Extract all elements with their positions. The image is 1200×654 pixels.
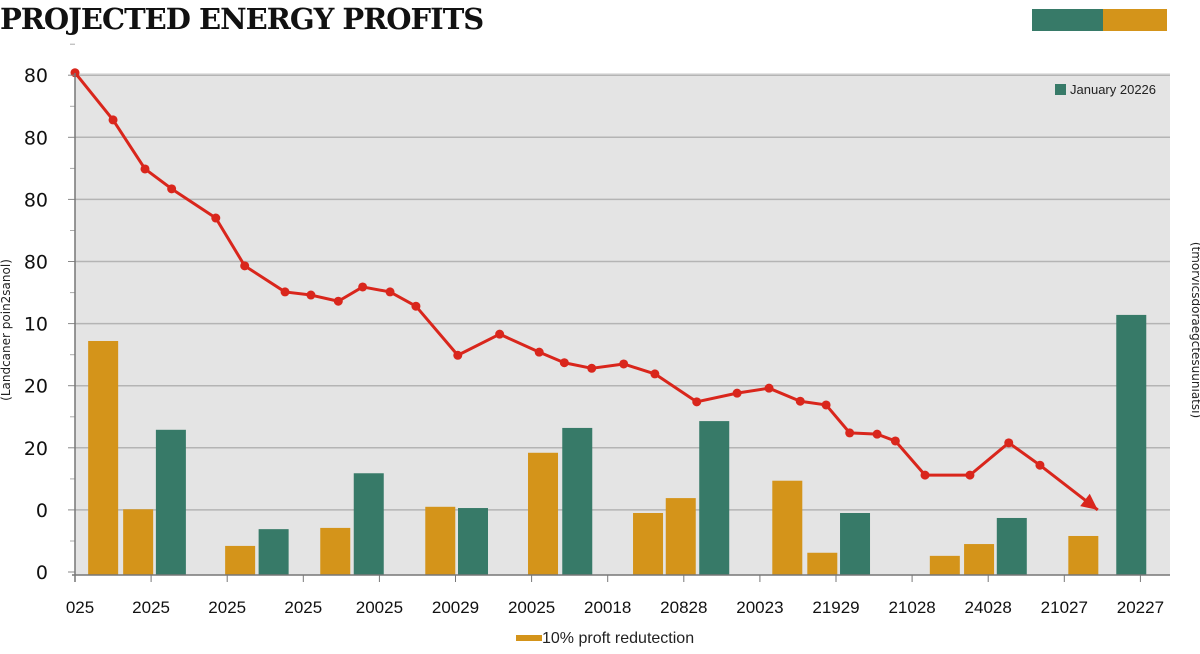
trend-point — [890, 436, 900, 446]
x-tick-label: 20828 — [660, 598, 707, 617]
trend-point — [692, 397, 702, 407]
trend-point — [619, 359, 629, 369]
bar-orange — [123, 509, 154, 575]
y-tick-label: 80 — [24, 189, 48, 211]
bar-orange — [807, 552, 838, 575]
bar-green — [562, 427, 593, 575]
trend-point — [764, 383, 774, 393]
bar-orange — [964, 544, 995, 575]
bar-orange — [929, 555, 960, 575]
x-tick-label: 20227 — [1117, 598, 1164, 617]
bar-orange — [1068, 535, 1099, 575]
x-tick-label: 2025 — [132, 598, 170, 617]
bar-orange — [528, 452, 559, 575]
bar-green — [353, 473, 384, 575]
trend-point — [534, 347, 544, 357]
trend-point — [108, 115, 118, 125]
trend-point — [920, 470, 930, 480]
trend-point — [240, 261, 250, 271]
y-tick-label: 80 — [24, 65, 48, 87]
y-tick-label: 80 — [24, 252, 48, 274]
bar-orange — [665, 498, 696, 575]
trend-point — [280, 287, 290, 297]
bar-green — [458, 508, 489, 575]
y-tick-label: 10 — [24, 314, 48, 336]
bar-orange — [425, 506, 456, 575]
y-tick-label: 0 — [36, 562, 48, 584]
bar-green — [1116, 314, 1147, 575]
x-tick-label: 20029 — [432, 598, 479, 617]
trend-point — [306, 290, 316, 300]
trend-point — [587, 363, 597, 373]
y-tick-label: 20 — [24, 438, 48, 460]
x-tick-label: 2025 — [284, 598, 322, 617]
x-tick-label: 20018 — [584, 598, 631, 617]
trend-point — [845, 428, 855, 438]
trend-point — [732, 388, 742, 398]
y2-axis-label: (tmorvicsdoraegctesuuniatsi) — [1189, 242, 1200, 418]
trend-point — [559, 358, 569, 368]
trend-point — [872, 429, 882, 439]
top-legend-swatch-green — [1032, 9, 1103, 31]
top-legend-swatch-orange — [1103, 9, 1167, 31]
bar-green — [258, 529, 289, 575]
trend-point — [965, 470, 975, 480]
legend-label-reduction: 10% proft redutection — [542, 630, 694, 647]
trend-point — [411, 301, 421, 311]
y-tick-label: 20 — [24, 376, 48, 398]
trend-point — [140, 164, 150, 174]
x-tick-label: 21028 — [888, 598, 935, 617]
trend-point — [1035, 460, 1045, 470]
x-tick-label: 2025 — [208, 598, 246, 617]
trend-point — [211, 213, 221, 223]
x-tick-label: 20023 — [736, 598, 783, 617]
trend-point — [333, 296, 343, 306]
trend-point — [1004, 438, 1014, 448]
trend-point — [650, 369, 660, 379]
bar-green — [699, 421, 730, 575]
x-tick-label: 20025 — [356, 598, 403, 617]
x-tick-label: 21027 — [1041, 598, 1088, 617]
x-tick-label: 21929 — [812, 598, 859, 617]
trend-point — [385, 287, 395, 297]
bar-orange — [320, 527, 351, 575]
bar-orange — [772, 480, 803, 575]
y-axis-label: (Landcaner poin2sanol) — [0, 259, 13, 401]
legend-swatch-reduction — [516, 635, 542, 641]
bar-green — [996, 517, 1027, 575]
y-tick-label: 80 — [24, 127, 48, 149]
bar-orange — [633, 513, 664, 575]
x-tick-label: 20025 — [508, 598, 555, 617]
trend-point — [167, 184, 177, 194]
trend-point — [358, 282, 368, 292]
bar-orange — [225, 545, 256, 575]
bar-green — [840, 513, 871, 575]
bar-orange — [88, 340, 119, 575]
legend-label-january: January 20226 — [1070, 82, 1156, 97]
trend-point — [821, 400, 831, 410]
y-tick-label: 0 — [36, 500, 48, 522]
legend-swatch-january — [1055, 84, 1066, 95]
trend-point — [795, 396, 805, 406]
bar-green — [155, 429, 186, 575]
x-tick-label: 025 — [66, 598, 94, 617]
trend-arrowhead — [1080, 493, 1098, 510]
trend-point — [495, 329, 505, 339]
trend-point — [453, 350, 463, 360]
x-tick-label: 24028 — [965, 598, 1012, 617]
chart-title: PROJECTED ENERGY PROFITS — [0, 2, 484, 36]
